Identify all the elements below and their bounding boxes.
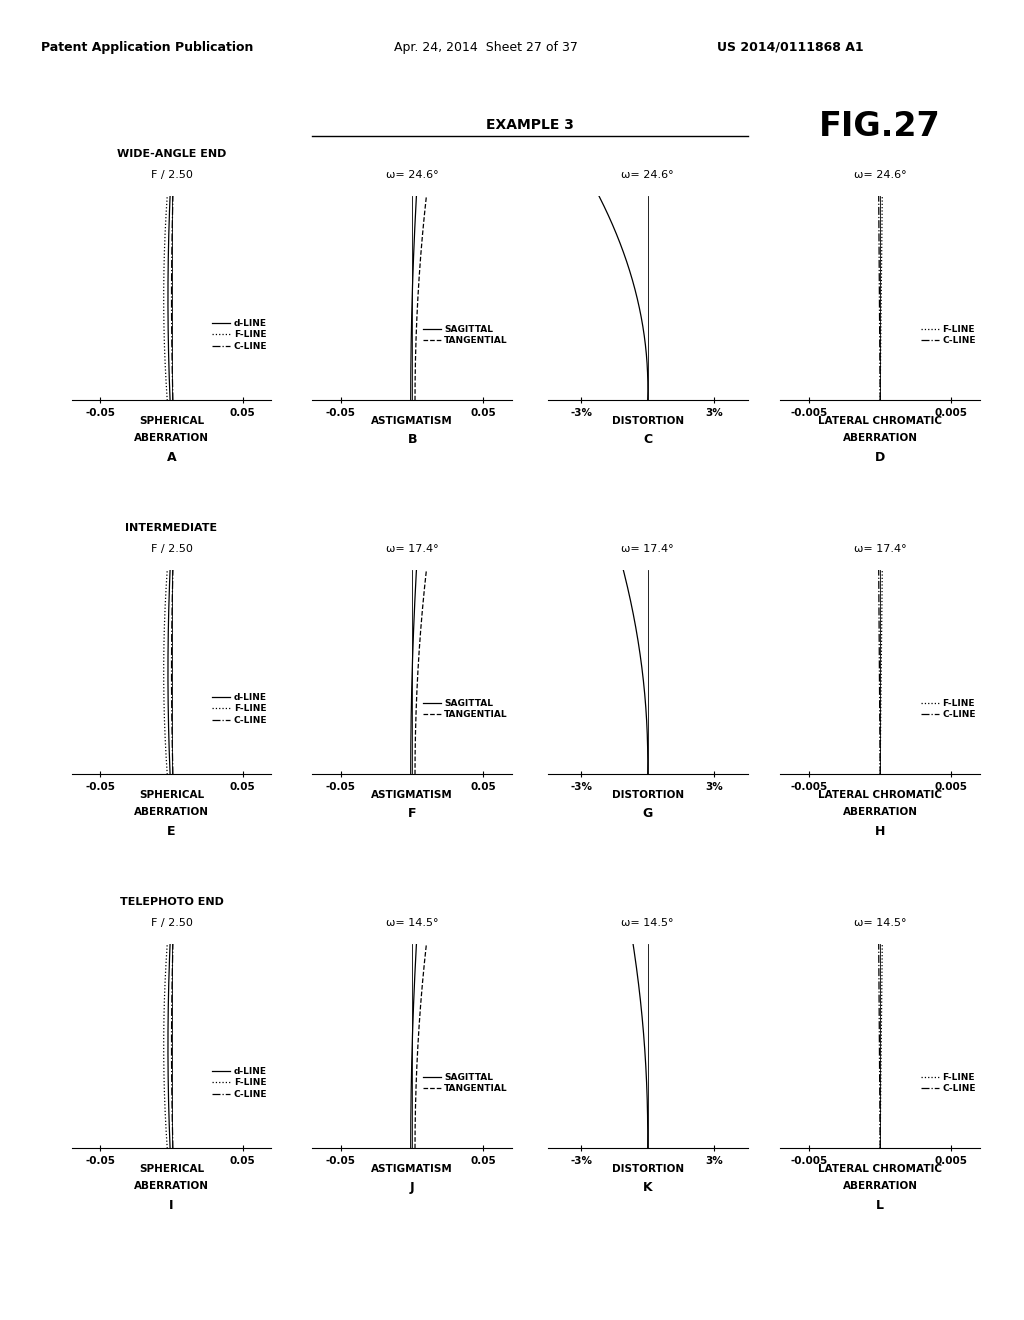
Text: SPHERICAL: SPHERICAL [139,791,204,800]
Text: TELEPHOTO END: TELEPHOTO END [120,896,223,907]
Legend: d-LINE, F-LINE, C-LINE: d-LINE, F-LINE, C-LINE [209,689,270,729]
Text: L: L [877,1199,884,1212]
Text: ω= 14.5°: ω= 14.5° [854,917,906,928]
Text: LATERAL CHROMATIC: LATERAL CHROMATIC [818,416,942,426]
Text: ABERRATION: ABERRATION [843,1181,918,1192]
Text: LATERAL CHROMATIC: LATERAL CHROMATIC [818,791,942,800]
Text: ASTIGMATISM: ASTIGMATISM [372,416,453,426]
Text: ω= 24.6°: ω= 24.6° [622,170,674,180]
Text: US 2014/0111868 A1: US 2014/0111868 A1 [717,41,863,54]
Legend: F-LINE, C-LINE: F-LINE, C-LINE [918,321,979,348]
Text: ASTIGMATISM: ASTIGMATISM [372,1164,453,1175]
Text: WIDE-ANGLE END: WIDE-ANGLE END [117,149,226,158]
Text: FIG.27: FIG.27 [819,110,941,143]
Text: EXAMPLE 3: EXAMPLE 3 [486,119,573,132]
Text: ω= 24.6°: ω= 24.6° [854,170,906,180]
Text: ω= 14.5°: ω= 14.5° [622,917,674,928]
Text: G: G [642,808,653,821]
Text: J: J [410,1181,415,1195]
Legend: SAGITTAL, TANGENTIAL: SAGITTAL, TANGENTIAL [419,321,511,348]
Text: F / 2.50: F / 2.50 [151,170,193,180]
Legend: F-LINE, C-LINE: F-LINE, C-LINE [918,696,979,722]
Text: DISTORTION: DISTORTION [611,1164,684,1175]
Text: F / 2.50: F / 2.50 [151,544,193,554]
Text: K: K [643,1181,652,1195]
Text: ABERRATION: ABERRATION [134,1181,209,1192]
Text: B: B [408,433,417,446]
Text: A: A [167,450,176,463]
Legend: F-LINE, C-LINE: F-LINE, C-LINE [918,1069,979,1097]
Legend: SAGITTAL, TANGENTIAL: SAGITTAL, TANGENTIAL [419,1069,511,1097]
Text: ω= 17.4°: ω= 17.4° [854,544,906,554]
Text: ABERRATION: ABERRATION [843,808,918,817]
Text: INTERMEDIATE: INTERMEDIATE [126,523,217,533]
Text: ASTIGMATISM: ASTIGMATISM [372,791,453,800]
Legend: d-LINE, F-LINE, C-LINE: d-LINE, F-LINE, C-LINE [209,315,270,354]
Text: F / 2.50: F / 2.50 [151,917,193,928]
Text: C: C [643,433,652,446]
Text: F: F [408,808,417,821]
Text: DISTORTION: DISTORTION [611,791,684,800]
Text: ω= 17.4°: ω= 17.4° [622,544,674,554]
Text: SPHERICAL: SPHERICAL [139,416,204,426]
Text: I: I [169,1199,174,1212]
Text: ω= 17.4°: ω= 17.4° [386,544,438,554]
Text: ω= 24.6°: ω= 24.6° [386,170,438,180]
Text: DISTORTION: DISTORTION [611,416,684,426]
Text: ABERRATION: ABERRATION [134,808,209,817]
Text: LATERAL CHROMATIC: LATERAL CHROMATIC [818,1164,942,1175]
Text: SPHERICAL: SPHERICAL [139,1164,204,1175]
Legend: SAGITTAL, TANGENTIAL: SAGITTAL, TANGENTIAL [419,696,511,722]
Legend: d-LINE, F-LINE, C-LINE: d-LINE, F-LINE, C-LINE [209,1064,270,1102]
Text: Patent Application Publication: Patent Application Publication [41,41,253,54]
Text: ω= 14.5°: ω= 14.5° [386,917,438,928]
Text: E: E [167,825,176,838]
Text: D: D [874,450,886,463]
Text: ABERRATION: ABERRATION [134,433,209,444]
Text: H: H [874,825,886,838]
Text: Apr. 24, 2014  Sheet 27 of 37: Apr. 24, 2014 Sheet 27 of 37 [394,41,579,54]
Text: ABERRATION: ABERRATION [843,433,918,444]
